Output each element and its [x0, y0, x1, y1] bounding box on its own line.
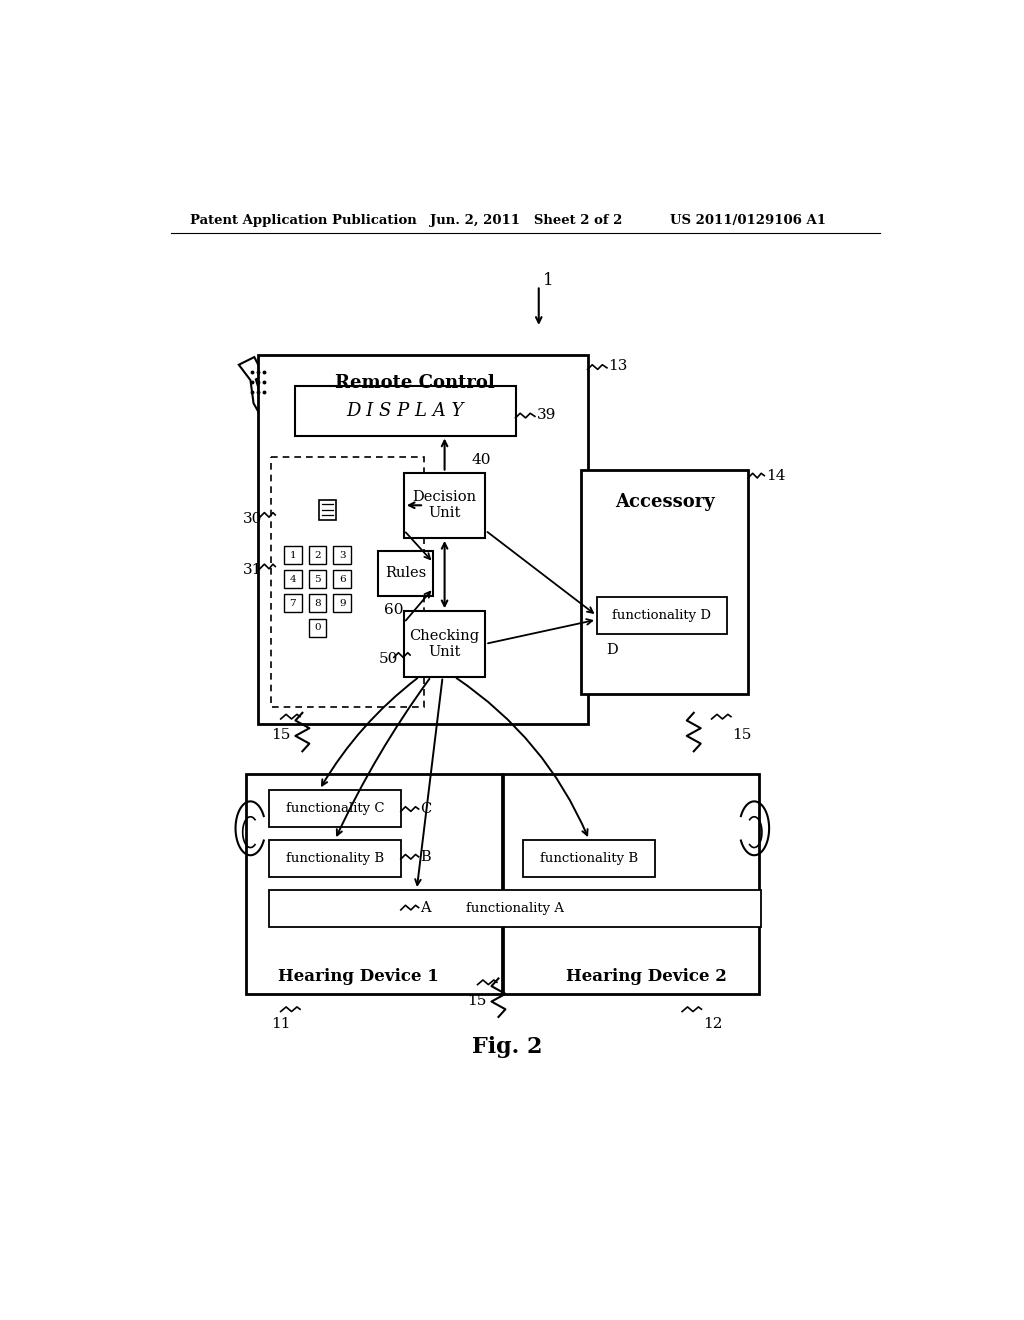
- Text: 15: 15: [271, 729, 291, 742]
- Text: 2: 2: [314, 550, 321, 560]
- Text: functionality D: functionality D: [612, 610, 712, 622]
- Text: Hearing Device 2: Hearing Device 2: [566, 968, 727, 985]
- Text: 31: 31: [243, 564, 262, 577]
- Text: Fig. 2: Fig. 2: [472, 1036, 543, 1059]
- Bar: [308, 619, 327, 636]
- Text: D I S P L A Y: D I S P L A Y: [346, 401, 464, 420]
- Bar: [403, 611, 485, 677]
- Text: 12: 12: [703, 1016, 723, 1031]
- Text: Accessory: Accessory: [614, 494, 715, 511]
- Text: 7: 7: [290, 598, 296, 607]
- Text: 13: 13: [608, 359, 628, 374]
- Text: 39: 39: [537, 408, 556, 422]
- Bar: [308, 570, 327, 589]
- Bar: [269, 840, 400, 876]
- Text: functionality B: functionality B: [286, 851, 384, 865]
- Bar: [269, 789, 400, 826]
- Bar: [271, 457, 424, 708]
- Bar: [334, 570, 351, 589]
- Text: 0: 0: [314, 623, 321, 632]
- Text: 11: 11: [271, 1016, 291, 1031]
- Bar: [523, 840, 655, 876]
- Text: 4: 4: [290, 574, 296, 583]
- Text: A: A: [420, 900, 431, 915]
- Bar: [334, 546, 351, 564]
- Bar: [334, 594, 351, 612]
- Text: functionality A: functionality A: [466, 902, 564, 915]
- Text: C: C: [420, 803, 431, 816]
- Text: B: B: [420, 850, 431, 863]
- Bar: [295, 385, 515, 436]
- Text: 9: 9: [339, 598, 346, 607]
- Text: 15: 15: [732, 729, 752, 742]
- Bar: [597, 597, 727, 635]
- Bar: [269, 890, 761, 927]
- Bar: [403, 473, 485, 539]
- Text: 3: 3: [339, 550, 346, 560]
- Text: Remote Control: Remote Control: [335, 374, 495, 392]
- Bar: [284, 546, 302, 564]
- Text: 6: 6: [339, 574, 346, 583]
- Text: 15: 15: [467, 994, 486, 1008]
- Text: 40: 40: [471, 453, 490, 466]
- Text: Decision
Unit: Decision Unit: [413, 490, 476, 520]
- Bar: [284, 594, 302, 612]
- Bar: [258, 355, 588, 725]
- Text: 60: 60: [384, 603, 403, 618]
- Text: Checking
Unit: Checking Unit: [410, 628, 479, 659]
- Bar: [246, 775, 502, 994]
- Bar: [284, 570, 302, 589]
- Bar: [318, 500, 336, 520]
- Text: Hearing Device 1: Hearing Device 1: [278, 968, 438, 985]
- Text: 8: 8: [314, 598, 321, 607]
- Text: US 2011/0129106 A1: US 2011/0129106 A1: [671, 214, 826, 227]
- Text: 14: 14: [766, 469, 785, 483]
- Text: Rules: Rules: [385, 566, 426, 581]
- Bar: [308, 594, 327, 612]
- Text: functionality B: functionality B: [540, 851, 638, 865]
- Text: D: D: [606, 644, 617, 657]
- Text: functionality C: functionality C: [286, 801, 384, 814]
- Bar: [503, 775, 759, 994]
- Text: Jun. 2, 2011   Sheet 2 of 2: Jun. 2, 2011 Sheet 2 of 2: [430, 214, 623, 227]
- Text: 30: 30: [243, 512, 262, 525]
- Text: 1: 1: [544, 272, 554, 289]
- Bar: [582, 470, 748, 693]
- Text: Patent Application Publication: Patent Application Publication: [190, 214, 417, 227]
- Bar: [378, 552, 433, 595]
- Bar: [308, 546, 327, 564]
- Text: 5: 5: [314, 574, 321, 583]
- Text: 50: 50: [378, 652, 397, 665]
- Text: 1: 1: [290, 550, 296, 560]
